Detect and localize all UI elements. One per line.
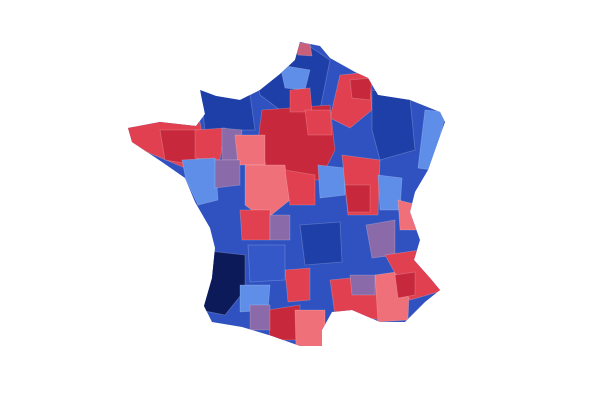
department — [349, 77, 373, 101]
department — [244, 164, 291, 221]
department — [289, 87, 313, 113]
department — [194, 127, 226, 161]
department — [269, 214, 291, 241]
department — [304, 109, 333, 136]
department — [247, 244, 286, 283]
departments — [128, 42, 445, 346]
department — [371, 89, 416, 161]
department — [284, 169, 316, 206]
department — [249, 304, 271, 331]
department — [394, 271, 416, 299]
department — [214, 159, 241, 189]
department — [299, 221, 343, 266]
department — [349, 274, 376, 296]
department — [294, 42, 313, 57]
department — [344, 184, 371, 213]
department — [181, 157, 219, 206]
department — [199, 87, 256, 131]
department — [239, 209, 271, 241]
department — [284, 267, 311, 303]
department — [294, 309, 326, 346]
department — [397, 199, 419, 231]
department — [317, 164, 346, 199]
